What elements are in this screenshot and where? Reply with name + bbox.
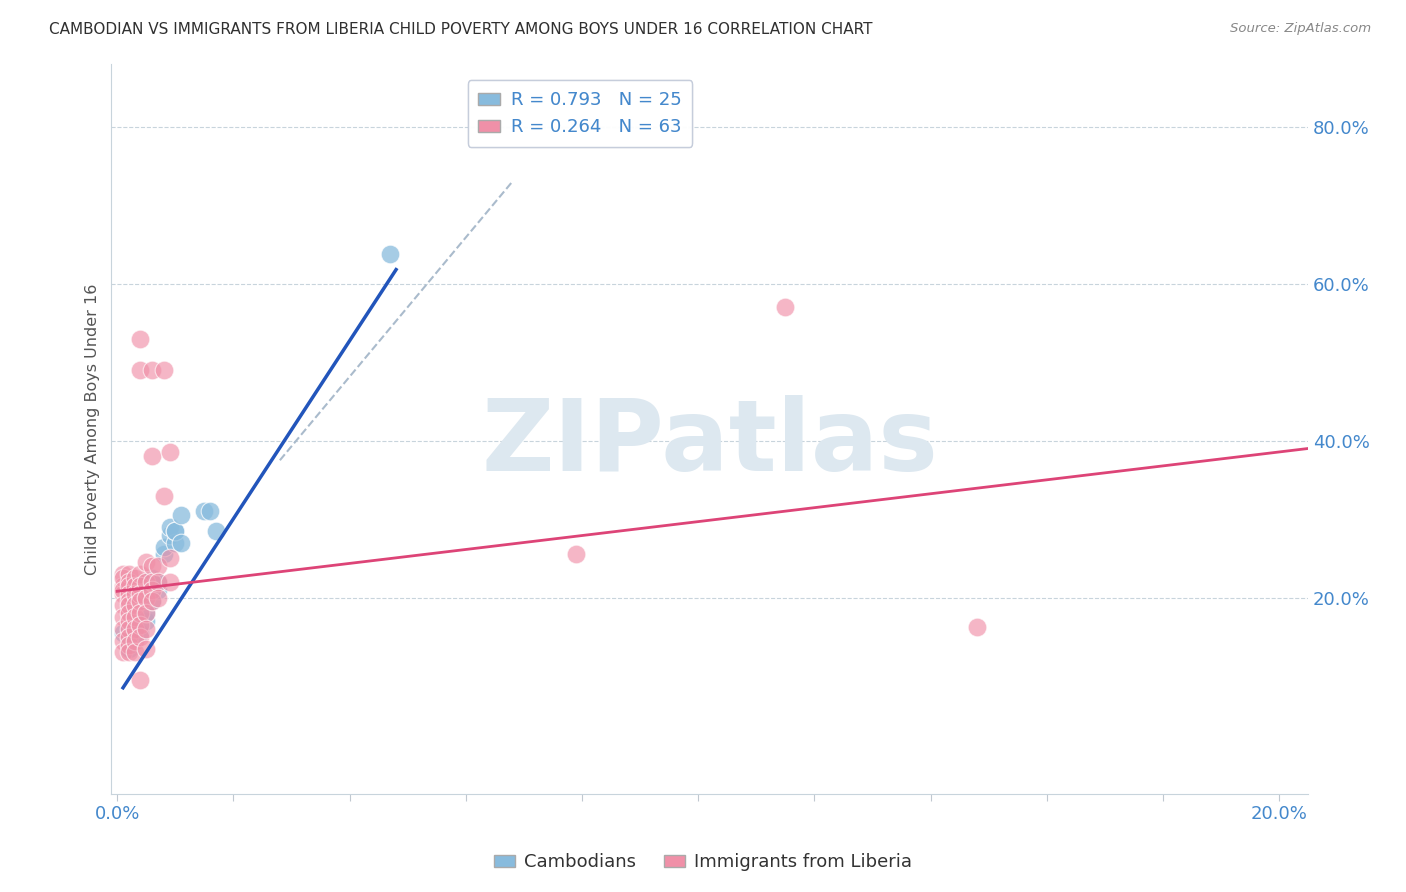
Point	[118, 606, 141, 620]
Point	[146, 574, 169, 589]
Point	[152, 540, 174, 554]
Point	[118, 614, 141, 628]
Point	[135, 555, 157, 569]
Point	[112, 622, 135, 636]
Point	[112, 599, 135, 613]
Point	[141, 582, 163, 597]
Point	[118, 586, 141, 600]
Point	[159, 528, 181, 542]
Point	[146, 574, 169, 589]
Point	[124, 579, 146, 593]
Point	[159, 445, 181, 459]
Point	[112, 610, 135, 624]
Point	[112, 645, 135, 659]
Point	[112, 586, 135, 600]
Point	[129, 618, 152, 632]
Point	[129, 332, 152, 346]
Point	[118, 579, 141, 593]
Point	[135, 606, 157, 620]
Point	[193, 504, 215, 518]
Point	[129, 673, 152, 687]
Point	[380, 247, 402, 261]
Point	[118, 630, 141, 644]
Point	[112, 567, 135, 582]
Point	[124, 586, 146, 600]
Point	[152, 489, 174, 503]
Point	[129, 586, 152, 600]
Point	[124, 645, 146, 659]
Point	[146, 582, 169, 597]
Point	[129, 630, 152, 644]
Point	[118, 567, 141, 582]
Point	[118, 594, 141, 608]
Point	[141, 559, 163, 574]
Point	[118, 574, 141, 589]
Point	[135, 574, 157, 589]
Point	[129, 625, 152, 640]
Point	[118, 645, 141, 659]
Point	[198, 504, 221, 518]
Point	[152, 548, 174, 562]
Legend: R = 0.793   N = 25, R = 0.264   N = 63: R = 0.793 N = 25, R = 0.264 N = 63	[468, 80, 692, 147]
Y-axis label: Child Poverty Among Boys Under 16: Child Poverty Among Boys Under 16	[86, 283, 100, 574]
Point	[159, 574, 181, 589]
Point	[170, 508, 193, 523]
Point	[141, 594, 163, 608]
Text: CAMBODIAN VS IMMIGRANTS FROM LIBERIA CHILD POVERTY AMONG BOYS UNDER 16 CORRELATI: CAMBODIAN VS IMMIGRANTS FROM LIBERIA CHI…	[49, 22, 873, 37]
Text: ZIPatlas: ZIPatlas	[481, 395, 938, 492]
Point	[112, 579, 135, 593]
Point	[141, 574, 163, 589]
Point	[118, 641, 141, 656]
Point	[135, 591, 157, 605]
Text: Source: ZipAtlas.com: Source: ZipAtlas.com	[1230, 22, 1371, 36]
Point	[141, 571, 163, 585]
Point	[565, 548, 588, 562]
Point	[118, 622, 141, 636]
Point	[152, 363, 174, 377]
Point	[966, 620, 988, 634]
Point	[112, 571, 135, 585]
Point	[165, 524, 187, 538]
Point	[124, 633, 146, 648]
Point	[165, 535, 187, 549]
Point	[135, 574, 157, 589]
Point	[112, 582, 135, 597]
Point	[135, 606, 157, 620]
Point	[129, 567, 152, 582]
Point	[129, 606, 152, 620]
Point	[159, 551, 181, 566]
Point	[118, 632, 141, 646]
Point	[146, 591, 169, 605]
Point	[124, 599, 146, 613]
Point	[135, 614, 157, 628]
Point	[118, 599, 141, 613]
Point	[124, 610, 146, 624]
Point	[118, 638, 141, 652]
Point	[129, 594, 152, 608]
Point	[124, 620, 146, 634]
Point	[135, 622, 157, 636]
Point	[159, 520, 181, 534]
Point	[112, 633, 135, 648]
Point	[124, 571, 146, 585]
Legend: Cambodians, Immigrants from Liberia: Cambodians, Immigrants from Liberia	[486, 847, 920, 879]
Point	[170, 535, 193, 549]
Point	[112, 625, 135, 640]
Point	[141, 363, 163, 377]
Point	[775, 300, 797, 314]
Point	[146, 559, 169, 574]
Point	[135, 641, 157, 656]
Point	[141, 594, 163, 608]
Point	[129, 363, 152, 377]
Point	[205, 524, 228, 538]
Point	[129, 579, 152, 593]
Point	[165, 524, 187, 538]
Point	[141, 450, 163, 464]
Point	[124, 622, 146, 636]
